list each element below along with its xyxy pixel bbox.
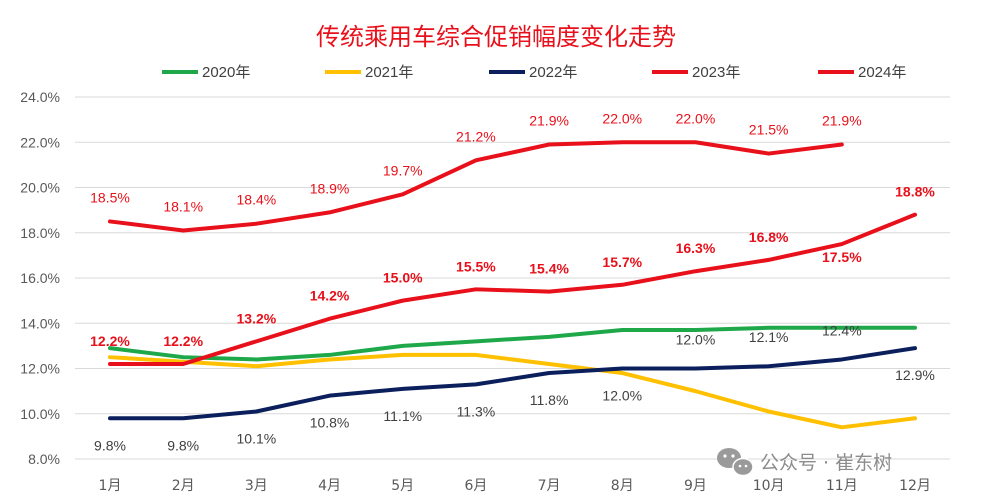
data-label: 21.9% bbox=[822, 113, 862, 129]
x-tick-label: 2月 bbox=[172, 478, 195, 494]
data-label: 10.1% bbox=[237, 430, 277, 446]
x-tick-label: 1月 bbox=[99, 478, 122, 494]
data-label: 11.3% bbox=[457, 403, 496, 419]
x-tick-label: 9月 bbox=[684, 478, 707, 494]
series-line bbox=[108, 212, 917, 366]
data-label: 12.9% bbox=[895, 367, 935, 383]
x-tick-label: 3月 bbox=[245, 478, 268, 494]
y-tick-label: 20.0% bbox=[20, 180, 60, 196]
gridlines bbox=[75, 96, 950, 460]
legend-label: 2021年 bbox=[365, 64, 413, 81]
data-label: 22.0% bbox=[676, 110, 716, 126]
data-label: 12.1% bbox=[749, 329, 789, 345]
data-label: 19.7% bbox=[383, 162, 423, 178]
series-line bbox=[108, 140, 844, 233]
data-label: 21.9% bbox=[529, 113, 569, 129]
data-label: 18.4% bbox=[237, 192, 277, 208]
legend-label: 2022年 bbox=[529, 64, 577, 81]
x-tick-label: 5月 bbox=[391, 478, 414, 494]
y-axis-ticks: 8.0% 10.0% 12.0% 14.0% 16.0% 18.0% 20.0% 22.0% 2… bbox=[20, 89, 60, 467]
data-label: 22.0% bbox=[602, 110, 642, 126]
data-label: 18.1% bbox=[163, 198, 203, 214]
data-label: 15.5% bbox=[456, 258, 496, 274]
data-labels: 9.8% 9.8% 10.1% 10.8% 11.1% 11.3% 11.8% 12.0% 12… bbox=[90, 110, 935, 453]
data-label: 9.8% bbox=[94, 437, 126, 453]
data-label: 15.7% bbox=[602, 254, 642, 270]
wechat-icon bbox=[717, 448, 754, 477]
data-label: 12.0% bbox=[602, 388, 642, 404]
legend-label: 2024年 bbox=[858, 64, 906, 81]
y-tick-label: 24.0% bbox=[20, 89, 60, 105]
data-label: 14.2% bbox=[310, 288, 350, 304]
data-label: 16.3% bbox=[676, 240, 716, 256]
data-label: 12.2% bbox=[163, 333, 203, 349]
data-label: 18.5% bbox=[90, 189, 130, 205]
watermark-text: 公众号 · 崔东树 bbox=[760, 452, 892, 474]
data-label: 21.2% bbox=[456, 128, 496, 144]
x-axis-ticks: 1月 2月 3月 4月 5月 6月 7月 8月 9月 10月 11月 12月 bbox=[99, 478, 931, 494]
series-line bbox=[108, 352, 917, 430]
series-lines bbox=[108, 140, 917, 430]
chart-title: 传统乘用车综合促销幅度变化走势 bbox=[316, 23, 676, 51]
watermark: 公众号 · 崔东树 bbox=[717, 448, 892, 477]
data-label: 9.8% bbox=[167, 437, 199, 453]
data-label: 16.8% bbox=[749, 229, 789, 245]
data-label: 12.0% bbox=[676, 332, 716, 348]
legend-label: 2023年 bbox=[692, 64, 740, 81]
y-tick-label: 18.0% bbox=[20, 225, 60, 241]
x-tick-label: 10月 bbox=[753, 478, 785, 494]
data-label: 13.2% bbox=[237, 310, 277, 326]
data-label: 21.5% bbox=[749, 122, 789, 138]
data-label: 18.9% bbox=[310, 180, 350, 196]
y-tick-label: 22.0% bbox=[20, 134, 60, 150]
x-tick-label: 11月 bbox=[826, 478, 858, 494]
data-label: 12.4% bbox=[822, 322, 862, 338]
x-tick-label: 12月 bbox=[899, 478, 931, 494]
data-label: 17.5% bbox=[822, 249, 862, 265]
y-tick-label: 10.0% bbox=[20, 406, 60, 422]
x-tick-label: 4月 bbox=[318, 478, 341, 494]
data-label: 15.0% bbox=[383, 270, 423, 286]
legend: 2020年 2021年 2022年 2023年 2024年 bbox=[162, 64, 906, 81]
data-label: 18.8% bbox=[895, 184, 935, 200]
data-label: 11.8% bbox=[530, 392, 569, 408]
y-tick-label: 14.0% bbox=[20, 315, 60, 331]
data-label: 11.1% bbox=[383, 408, 422, 424]
legend-label: 2020年 bbox=[202, 64, 250, 81]
series-line bbox=[108, 346, 917, 421]
x-tick-label: 6月 bbox=[464, 478, 487, 494]
x-tick-label: 7月 bbox=[538, 478, 561, 494]
y-tick-label: 16.0% bbox=[20, 270, 60, 286]
data-label: 10.8% bbox=[310, 415, 350, 431]
data-label: 15.4% bbox=[529, 261, 569, 277]
data-label: 12.2% bbox=[90, 333, 130, 349]
series-line bbox=[108, 325, 917, 362]
y-tick-label: 12.0% bbox=[20, 361, 60, 377]
y-tick-label: 8.0% bbox=[28, 451, 60, 467]
x-tick-label: 8月 bbox=[611, 478, 634, 494]
